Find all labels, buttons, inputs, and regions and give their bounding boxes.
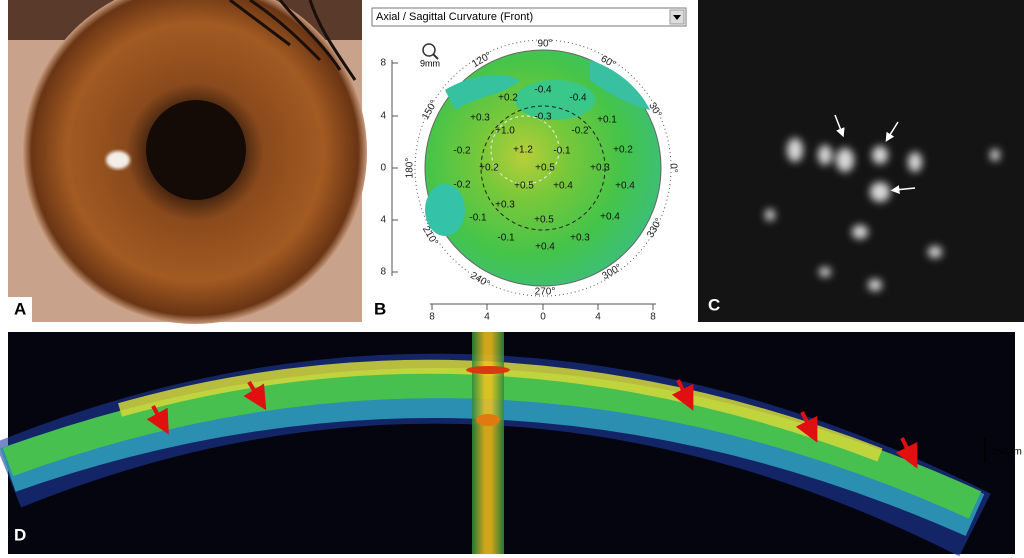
panel-a: A [8, 0, 367, 324]
map-value: +1.0 [495, 126, 515, 137]
map-value: +0.2 [479, 163, 499, 174]
y-axis-label: 4 [380, 215, 386, 226]
angle-label: 0° [667, 163, 678, 173]
map-value: +0.3 [590, 163, 610, 174]
arrow [890, 185, 916, 195]
map-value: +0.4 [600, 212, 620, 223]
map-value: +0.5 [514, 181, 534, 192]
map-value: -0.1 [553, 146, 571, 157]
oct-reflex [476, 414, 500, 426]
map-value: +0.4 [535, 242, 555, 253]
x-axis-label: 0 [540, 312, 546, 323]
scale-label: 250µm [991, 447, 1022, 458]
panel-d: 250µm D [0, 332, 1022, 557]
map-value: +0.3 [570, 233, 590, 244]
panel-label: D [14, 525, 26, 544]
map-value: +1.2 [513, 145, 533, 156]
red-arrows [146, 379, 918, 469]
map-value: +0.4 [553, 181, 573, 192]
map-region [515, 80, 595, 120]
map-region [445, 74, 520, 110]
map-value: -0.1 [497, 233, 515, 244]
map-value: +0.3 [495, 200, 515, 211]
panel-b: Axial / Sagittal Curvature (Front) 9mm B… [368, 0, 694, 323]
map-value: +0.1 [597, 115, 617, 126]
panel-label: A [14, 299, 26, 318]
map-value: -0.2 [453, 180, 471, 191]
arrow [834, 114, 845, 138]
dropdown[interactable] [371, 7, 687, 27]
map-value: -0.2 [571, 126, 589, 137]
eyelashes [229, 0, 357, 81]
zoom-text: 9mm [420, 58, 440, 68]
map-region [425, 184, 465, 236]
zone-circle [490, 115, 560, 185]
background [698, 0, 1024, 322]
zoom-icon-handle [432, 53, 439, 60]
map-value: -0.3 [534, 112, 552, 123]
x-axis-label: 8 [429, 312, 435, 323]
map-value: +0.2 [498, 93, 518, 104]
angle-ring [414, 39, 672, 297]
reflection [106, 151, 130, 169]
angle-label: 270° [535, 287, 556, 298]
panel-label: C [708, 295, 720, 314]
map-value: -0.4 [569, 93, 587, 104]
dropdown-arrow [673, 15, 681, 20]
dropdown-text: Axial / Sagittal Curvature (Front) [376, 11, 533, 23]
arrow [885, 121, 899, 142]
map-value: +0.2 [613, 145, 633, 156]
label-box [368, 297, 392, 322]
x-axis-label: 4 [484, 312, 490, 323]
angle-label: 90° [537, 39, 552, 50]
x-axis-label: 4 [595, 312, 601, 323]
x-axis-label: 8 [650, 312, 656, 323]
map-value: +0.3 [470, 113, 490, 124]
y-axis-label: 8 [380, 58, 386, 69]
zoom-icon[interactable] [422, 43, 436, 57]
pupil [146, 100, 246, 200]
map-value: +0.5 [534, 215, 554, 226]
map-value: -0.2 [453, 146, 471, 157]
y-axis-label: 8 [380, 267, 386, 278]
panel-c: C [698, 0, 1024, 322]
curvature-map [424, 49, 662, 287]
map-value: -0.4 [534, 85, 552, 96]
map-value: +0.5 [535, 163, 555, 174]
zone-circle [480, 105, 606, 231]
y-axis-label: 0 [380, 163, 386, 174]
map-region [590, 60, 650, 110]
cells [765, 138, 1000, 291]
angle-label: 180° [405, 158, 416, 179]
map-value: -0.1 [469, 213, 487, 224]
oct-artifact [472, 332, 504, 554]
map-value: +0.4 [615, 181, 635, 192]
y-axis-label: 4 [380, 111, 386, 122]
oct-reflex [466, 366, 510, 374]
panel-label: B [374, 299, 386, 318]
label-box [8, 297, 32, 322]
